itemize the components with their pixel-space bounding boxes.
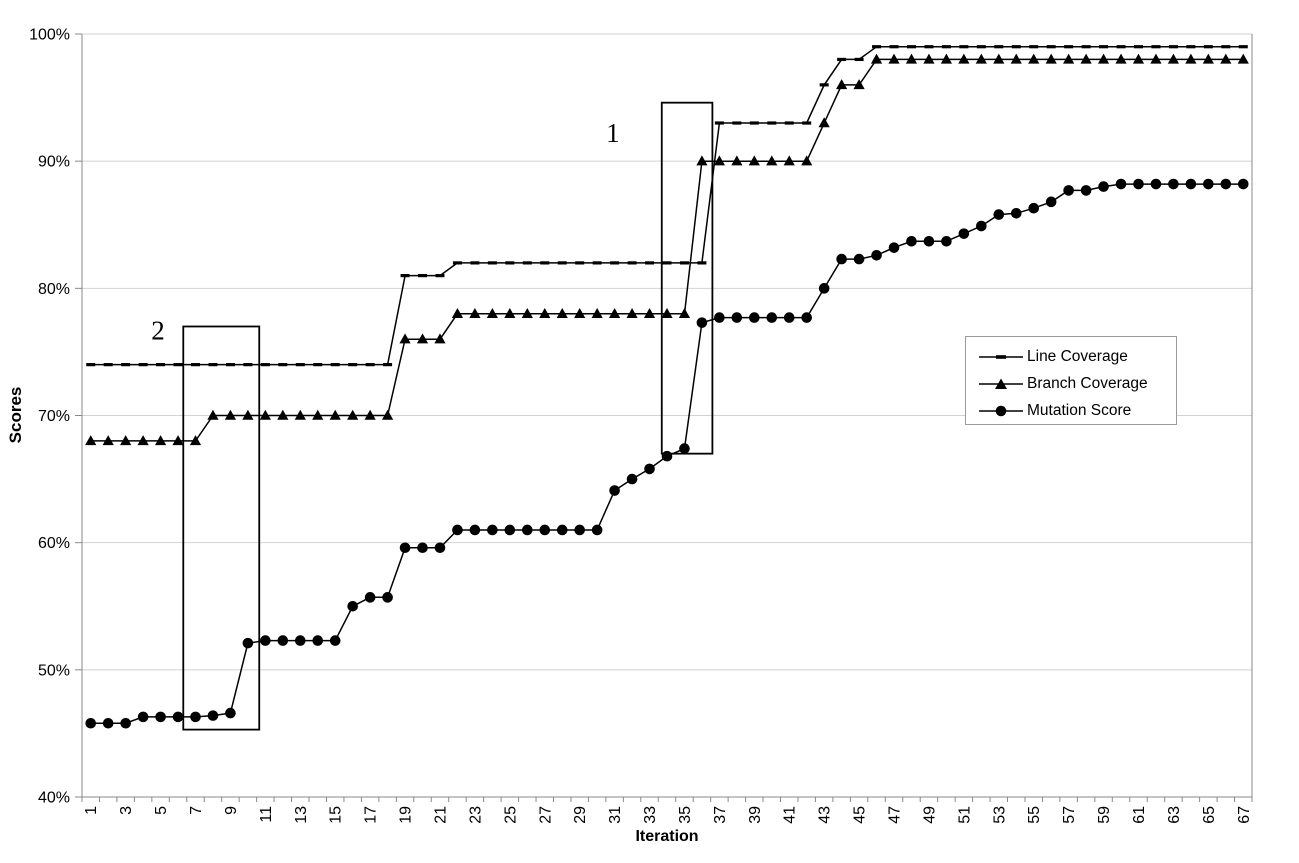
svg-text:1: 1 [606, 118, 620, 148]
legend-item-line-coverage: Line Coverage [978, 343, 1176, 370]
legend-label: Branch Coverage [1027, 374, 1148, 392]
svg-text:53: 53 [991, 806, 1008, 824]
svg-text:19: 19 [398, 806, 415, 824]
y-tick-labels: 40% 50% 60% 70% 80% 90% 100% [29, 27, 70, 807]
svg-text:17: 17 [363, 806, 380, 824]
legend-item-branch-coverage: Branch Coverage [978, 370, 1176, 397]
svg-text:2: 2 [151, 315, 165, 345]
svg-text:31: 31 [607, 806, 624, 824]
svg-text:9: 9 [223, 806, 240, 815]
legend: Line Coverage Branch Coverage Mutation S… [965, 336, 1177, 425]
svg-text:1: 1 [83, 806, 100, 815]
svg-text:100%: 100% [29, 27, 70, 44]
annotation-box-2: 2 [151, 315, 261, 731]
svg-text:65: 65 [1201, 806, 1218, 824]
triangle-marker-icon [979, 378, 1023, 389]
svg-text:59: 59 [1096, 806, 1113, 824]
svg-text:47: 47 [887, 806, 904, 824]
svg-text:67: 67 [1236, 806, 1253, 824]
svg-text:41: 41 [782, 806, 799, 824]
series-mutation-score [85, 178, 1249, 729]
annotation-box-1: 1 [606, 101, 714, 455]
svg-text:33: 33 [642, 806, 659, 824]
svg-text:43: 43 [817, 806, 834, 824]
svg-text:35: 35 [677, 806, 694, 824]
svg-text:7: 7 [188, 806, 205, 815]
svg-text:15: 15 [328, 806, 345, 824]
svg-text:27: 27 [537, 806, 554, 824]
svg-text:21: 21 [432, 806, 449, 824]
svg-text:25: 25 [502, 806, 519, 824]
series-line-coverage [86, 45, 1248, 367]
svg-text:11: 11 [258, 806, 275, 823]
svg-text:29: 29 [572, 806, 589, 824]
svg-text:49: 49 [921, 806, 938, 824]
legend-item-mutation-score: Mutation Score [978, 397, 1176, 424]
y-axis-title: Scores [6, 386, 25, 444]
svg-text:40%: 40% [38, 790, 70, 807]
x-tick-labels: 1 3 5 7 9 11 13 15 17 19 21 23 25 27 29 31 33 35 37 39 41 43 4… [83, 806, 1253, 824]
svg-text:61: 61 [1131, 806, 1148, 824]
svg-text:70%: 70% [38, 408, 70, 425]
svg-text:13: 13 [293, 806, 310, 824]
svg-text:63: 63 [1166, 806, 1183, 824]
svg-text:23: 23 [467, 806, 484, 824]
svg-text:51: 51 [956, 806, 973, 824]
legend-label: Line Coverage [1027, 347, 1128, 365]
legend-label: Mutation Score [1027, 401, 1132, 419]
svg-text:90%: 90% [38, 154, 70, 171]
axes [75, 33, 1253, 802]
svg-text:3: 3 [118, 806, 135, 815]
svg-text:50%: 50% [38, 662, 70, 679]
series-branch-coverage [85, 53, 1249, 446]
x-axis-title: Iteration [635, 828, 699, 845]
svg-text:60%: 60% [38, 535, 70, 552]
svg-text:39: 39 [747, 806, 764, 824]
circle-marker-icon [979, 405, 1023, 416]
svg-text:5: 5 [153, 806, 170, 815]
svg-text:55: 55 [1026, 806, 1043, 824]
dash-marker-icon [979, 354, 1023, 359]
svg-text:57: 57 [1061, 806, 1078, 824]
svg-text:80%: 80% [38, 281, 70, 298]
svg-text:45: 45 [852, 806, 869, 824]
svg-text:37: 37 [712, 806, 729, 824]
